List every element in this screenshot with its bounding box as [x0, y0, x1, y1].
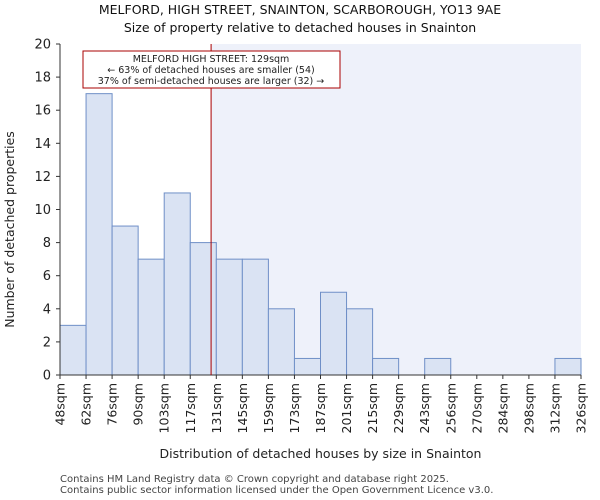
y-tick-label-2: 2: [43, 335, 51, 350]
bar-117sqm: [189, 242, 217, 376]
bar-312sqm: [554, 357, 582, 376]
x-tick-label-243sqm: 243sqm: [417, 383, 432, 433]
y-tick-label-18: 18: [34, 71, 51, 86]
x-tick-label-62sqm: 62sqm: [79, 383, 94, 426]
footer-copyright: Contains HM Land Registry data © Crown c…: [60, 474, 449, 485]
x-tick-label-201sqm: 201sqm: [339, 383, 354, 433]
x-tick-label-48sqm: 48sqm: [53, 383, 68, 426]
y-tick-label-10: 10: [34, 203, 51, 218]
y-tick-label-12: 12: [34, 170, 51, 185]
y-axis-title: Number of detached properties: [2, 131, 17, 328]
bar-159sqm: [267, 308, 295, 376]
y-tick-label-6: 6: [43, 269, 51, 284]
x-tick-label-284sqm: 284sqm: [495, 383, 510, 433]
x-tick-label-145sqm: 145sqm: [235, 383, 250, 433]
x-tick-label-117sqm: 117sqm: [183, 383, 198, 433]
x-tick-label-103sqm: 103sqm: [157, 383, 172, 433]
chart-title: MELFORD, HIGH STREET, SNAINTON, SCARBORO…: [98, 2, 502, 17]
footer-licence: Contains public sector information licen…: [60, 485, 494, 496]
x-axis-title: Distribution of detached houses by size …: [160, 446, 482, 461]
x-tick-label-326sqm: 326sqm: [574, 383, 589, 433]
x-tick-label-298sqm: 298sqm: [521, 383, 536, 433]
bar-187sqm: [320, 291, 348, 376]
bar-215sqm: [372, 357, 400, 376]
bar-131sqm: [215, 258, 243, 376]
x-tick-label-90sqm: 90sqm: [131, 383, 146, 426]
annotation-box: [82, 50, 341, 89]
annotation-line-1: MELFORD HIGH STREET: 129sqm: [133, 54, 290, 65]
bar-145sqm: [241, 258, 269, 376]
bar-76sqm: [111, 225, 139, 376]
bar-48sqm: [59, 324, 87, 376]
bar-173sqm: [293, 357, 322, 376]
y-tick-label-16: 16: [34, 104, 51, 119]
y-tick-label-14: 14: [34, 137, 51, 152]
annotation-line-3: 37% of semi-detached houses are larger (…: [98, 76, 325, 87]
x-tick-label-256sqm: 256sqm: [443, 383, 458, 433]
y-tick-label-0: 0: [43, 369, 51, 384]
x-tick-label-270sqm: 270sqm: [469, 383, 484, 433]
bar-90sqm: [137, 258, 165, 376]
annotation-line-2: ← 63% of detached houses are smaller (54…: [107, 65, 314, 76]
bar-103sqm: [163, 192, 191, 376]
x-tick-label-131sqm: 131sqm: [209, 383, 224, 433]
x-tick-label-312sqm: 312sqm: [547, 383, 562, 433]
y-tick-label-8: 8: [43, 236, 51, 251]
bar-62sqm: [85, 93, 113, 376]
bar-243sqm: [424, 357, 452, 376]
x-tick-label-76sqm: 76sqm: [105, 383, 120, 426]
chart-subtitle: Size of property relative to detached ho…: [123, 20, 477, 35]
x-tick-label-229sqm: 229sqm: [391, 383, 406, 433]
y-tick-label-4: 4: [43, 302, 51, 317]
x-tick-label-215sqm: 215sqm: [365, 383, 380, 433]
bar-201sqm: [346, 308, 374, 376]
x-tick-label-173sqm: 173sqm: [287, 383, 302, 433]
x-tick-label-159sqm: 159sqm: [261, 383, 276, 433]
y-tick-label-20: 20: [34, 38, 51, 53]
x-tick-label-187sqm: 187sqm: [313, 383, 328, 433]
